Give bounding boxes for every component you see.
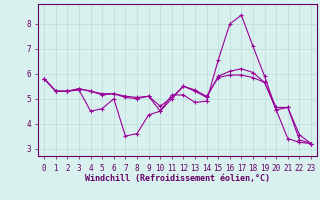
X-axis label: Windchill (Refroidissement éolien,°C): Windchill (Refroidissement éolien,°C) [85,174,270,183]
